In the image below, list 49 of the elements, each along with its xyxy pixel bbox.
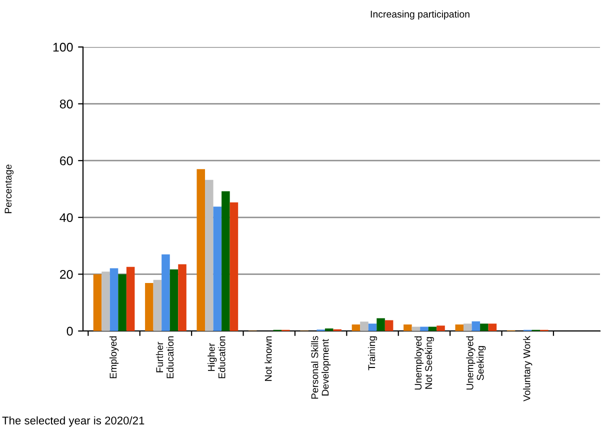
bar: [376, 318, 385, 331]
bar: [153, 280, 162, 331]
bar: [464, 324, 472, 331]
x-tick-label: Higher Education: [208, 336, 226, 378]
text: The selected year is 2020/21: [2, 416, 144, 427]
bar: [352, 324, 360, 331]
bar: [412, 326, 420, 331]
y-tick-label: 80: [60, 100, 73, 108]
bar: [145, 283, 154, 331]
bar: [368, 324, 377, 331]
bar: [205, 180, 214, 331]
bar: [420, 326, 428, 331]
x-tick-label: Not known: [264, 336, 272, 381]
bar: [472, 321, 480, 331]
bar: [93, 274, 102, 331]
y-tick-label: 60: [60, 156, 73, 166]
bar: [222, 191, 230, 331]
x-tick-label: Unemployed Seeking: [466, 336, 486, 390]
bar: [118, 274, 126, 331]
y-tick-label: 100: [53, 42, 73, 52]
y-tick-label: 40: [60, 213, 73, 222]
x-tick-label: Employed: [109, 336, 119, 378]
bar: [126, 266, 135, 331]
y-axis-title: Percentage: [4, 164, 14, 214]
bar: [384, 320, 394, 331]
bar: [213, 206, 222, 331]
bar: [170, 269, 178, 331]
bar: [360, 322, 368, 331]
bar: [455, 324, 464, 331]
y-tick-label: 0: [66, 326, 73, 336]
chart-title: Increasing participation: [370, 10, 470, 20]
x-tick-label: Voluntary Work: [523, 336, 532, 402]
bar: [162, 254, 170, 331]
bar: [102, 272, 110, 331]
bar: [404, 324, 412, 331]
bar: [428, 326, 437, 331]
x-tick-label: Personal Skills Development: [311, 336, 331, 399]
bar: [110, 268, 118, 331]
bar: [324, 328, 334, 331]
x-tick-label: Further Education: [156, 336, 174, 378]
x-tick-label: Training: [368, 336, 378, 370]
bar: [230, 202, 238, 331]
bar: [178, 264, 186, 331]
bar: [196, 169, 206, 331]
x-tick-label: Unemployed Not Seeking: [414, 336, 434, 390]
y-tick-label: 20: [60, 270, 73, 279]
bar: [436, 326, 445, 331]
bar: [488, 324, 497, 331]
bar: [480, 324, 488, 331]
